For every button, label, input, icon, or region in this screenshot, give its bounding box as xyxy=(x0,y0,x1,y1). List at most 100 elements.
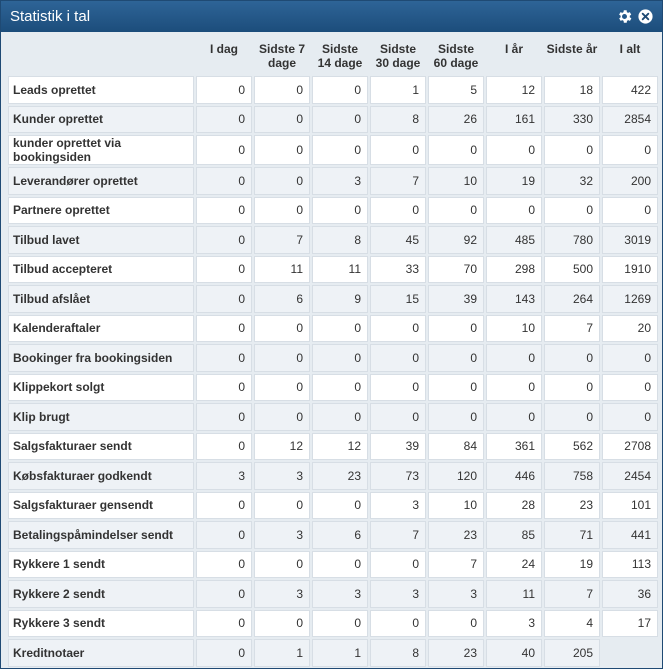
value-cell: 0 xyxy=(254,373,310,401)
value-cell: 73 xyxy=(370,462,426,490)
value-cell: 9 xyxy=(312,285,368,313)
row-label: Tilbud accepteret xyxy=(8,255,194,283)
value-cell: 0 xyxy=(370,314,426,342)
value-cell: 0 xyxy=(254,344,310,372)
row-label: Leads oprettet xyxy=(8,76,194,104)
value-cell: 19 xyxy=(544,550,600,578)
column-header: I år xyxy=(504,42,523,56)
value-cell: 0 xyxy=(196,314,252,342)
value-cell: 7 xyxy=(544,314,600,342)
value-cell: 0 xyxy=(370,373,426,401)
panel-content: I dag Sidste 7 dage Sidste 14 dage Sidste 3… xyxy=(1,32,662,669)
row-label: Betalingspåmindelser sendt xyxy=(8,521,194,549)
value-cell: 0 xyxy=(370,344,426,372)
table-row: Rykkere 1 sendt 0 0 0 0 7 24 19 113 xyxy=(8,550,658,578)
value-cell: 0 xyxy=(312,609,368,637)
value-cell: 7 xyxy=(428,550,484,578)
table-body: Leads oprettet 0 0 0 1 5 12 18 422 Kunder oprette… xyxy=(8,76,658,667)
value-cell: 0 xyxy=(544,373,600,401)
row-label: Kunder oprettet xyxy=(8,105,194,133)
value-cell: 2708 xyxy=(602,432,658,460)
row-label: Rykkere 2 sendt xyxy=(8,580,194,608)
value-cell: 298 xyxy=(486,255,542,283)
value-cell: 3 xyxy=(254,580,310,608)
value-cell: 0 xyxy=(602,135,658,165)
value-cell: 92 xyxy=(428,226,484,254)
value-cell: 39 xyxy=(370,432,426,460)
row-label: Kreditnotaer xyxy=(8,639,194,667)
value-cell: 18 xyxy=(544,76,600,104)
value-cell: 3 xyxy=(196,462,252,490)
value-cell: 2454 xyxy=(602,462,658,490)
value-cell: 28 xyxy=(486,491,542,519)
value-cell: 0 xyxy=(254,550,310,578)
value-cell: 24 xyxy=(486,550,542,578)
row-label: Partnere oprettet xyxy=(8,196,194,224)
table-row: Leads oprettet 0 0 0 1 5 12 18 422 xyxy=(8,76,658,104)
value-cell: 0 xyxy=(254,196,310,224)
value-cell: 0 xyxy=(196,196,252,224)
table-row: Salgsfakturaer gensendt 0 0 0 3 10 28 23 101 xyxy=(8,491,658,519)
value-cell: 0 xyxy=(486,373,542,401)
value-cell: 6 xyxy=(254,285,310,313)
row-label: Tilbud lavet xyxy=(8,226,194,254)
value-cell: 5 xyxy=(428,76,484,104)
value-cell: 0 xyxy=(312,76,368,104)
value-cell: 0 xyxy=(312,373,368,401)
value-cell: 0 xyxy=(486,403,542,431)
column-header-label xyxy=(8,38,194,74)
value-cell: 0 xyxy=(544,196,600,224)
panel-title: Statistik i tal xyxy=(10,8,91,25)
panel-titlebar: Statistik i tal xyxy=(1,1,662,32)
value-cell: 0 xyxy=(196,373,252,401)
value-cell: 0 xyxy=(370,196,426,224)
value-cell: 0 xyxy=(370,550,426,578)
value-cell: 441 xyxy=(602,521,658,549)
value-cell: 71 xyxy=(544,521,600,549)
close-circle-icon[interactable] xyxy=(637,8,654,25)
value-cell: 19 xyxy=(486,167,542,195)
value-cell: 3 xyxy=(370,580,426,608)
value-cell: 10 xyxy=(486,314,542,342)
row-label: Rykkere 1 sendt xyxy=(8,550,194,578)
value-cell: 23 xyxy=(428,521,484,549)
value-cell: 10 xyxy=(428,167,484,195)
value-cell: 12 xyxy=(486,76,542,104)
value-cell: 0 xyxy=(196,491,252,519)
value-cell: 0 xyxy=(196,226,252,254)
value-cell: 3 xyxy=(370,491,426,519)
value-cell: 3 xyxy=(254,521,310,549)
value-cell: 33 xyxy=(370,255,426,283)
table-row: Salgsfakturaer sendt 0 12 12 39 84 361 562 2708 xyxy=(8,432,658,460)
value-cell: 0 xyxy=(196,76,252,104)
value-cell: 4 xyxy=(544,609,600,637)
value-cell: 0 xyxy=(312,344,368,372)
value-cell: 143 xyxy=(486,285,542,313)
value-cell: 1269 xyxy=(602,285,658,313)
value-cell: 11 xyxy=(254,255,310,283)
value-cell: 0 xyxy=(428,373,484,401)
column-header: I alt xyxy=(619,42,641,56)
table-row: Kalenderaftaler 0 0 0 0 0 10 7 20 xyxy=(8,314,658,342)
value-cell: 0 xyxy=(312,135,368,165)
value-cell: 26 xyxy=(428,105,484,133)
value-cell: 0 xyxy=(254,167,310,195)
value-cell: 3 xyxy=(254,462,310,490)
value-cell: 0 xyxy=(196,403,252,431)
value-cell: 0 xyxy=(428,609,484,637)
value-cell: 0 xyxy=(196,167,252,195)
table-row: Kunder oprettet 0 0 0 8 26 161 330 2854 xyxy=(8,105,658,133)
value-cell: 0 xyxy=(196,255,252,283)
value-cell: 3 xyxy=(486,609,542,637)
value-cell: 0 xyxy=(370,403,426,431)
value-cell: 32 xyxy=(544,167,600,195)
value-cell: 562 xyxy=(544,432,600,460)
gear-icon[interactable] xyxy=(616,8,633,25)
value-cell: 205 xyxy=(544,639,600,667)
value-cell: 0 xyxy=(602,373,658,401)
value-cell: 36 xyxy=(602,580,658,608)
column-header: Sidste 30 dage xyxy=(375,42,421,70)
row-label: Tilbud afslået xyxy=(8,285,194,313)
value-cell: 0 xyxy=(486,135,542,165)
